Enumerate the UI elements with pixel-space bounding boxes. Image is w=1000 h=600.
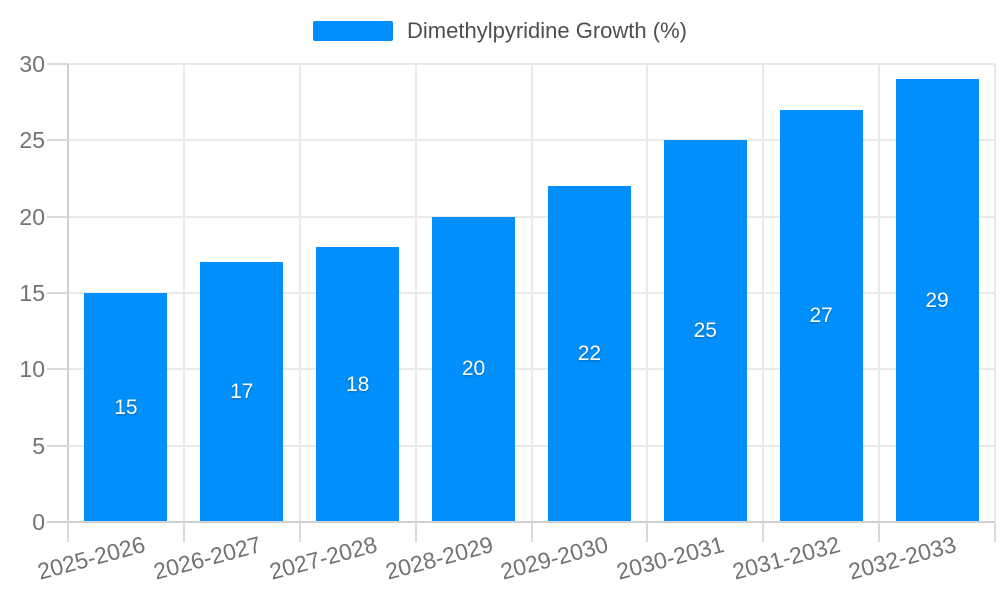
bar[interactable]: 17 <box>200 262 284 522</box>
bar[interactable]: 22 <box>547 186 631 522</box>
bar-value-label: 25 <box>693 319 717 343</box>
y-axis-label: 30 <box>19 51 45 77</box>
bar-value-label: 17 <box>230 380 254 404</box>
bar[interactable]: 20 <box>432 216 516 522</box>
bar[interactable]: 15 <box>84 293 168 522</box>
y-axis-label: 25 <box>19 127 45 154</box>
bar[interactable]: 27 <box>779 109 863 522</box>
x-axis-tick <box>762 522 765 542</box>
y-axis-line <box>67 64 69 542</box>
y-axis-label: 15 <box>19 280 45 306</box>
y-axis-label: 5 <box>32 432 45 459</box>
bar-value-label: 27 <box>809 303 833 327</box>
v-gridline <box>414 64 417 522</box>
plot-area: 15 17 18 20 22 25 27 29 <box>68 63 996 522</box>
bar-value-label: 20 <box>461 357 486 381</box>
bar-value-label: 29 <box>925 288 949 312</box>
x-axis-tick <box>182 522 185 542</box>
legend-label: Dimethylpyridine Growth (%) <box>407 18 687 43</box>
x-axis-tick <box>994 522 996 542</box>
bar-value-label: 15 <box>114 395 138 419</box>
v-gridline <box>994 64 996 522</box>
bar[interactable]: 18 <box>316 247 400 522</box>
v-gridline <box>762 64 765 522</box>
legend-marker-icon <box>313 21 394 41</box>
v-gridline <box>646 64 649 522</box>
x-axis-tick <box>414 522 417 542</box>
bar[interactable]: 25 <box>663 140 747 522</box>
y-axis-label: 20 <box>19 203 45 230</box>
y-axis-label: 0 <box>32 509 45 535</box>
v-gridline <box>530 64 533 522</box>
v-gridline <box>878 64 881 522</box>
bar-value-label: 22 <box>577 342 602 366</box>
bar[interactable]: 29 <box>895 79 979 522</box>
y-axis-tick <box>47 215 68 218</box>
x-axis-line <box>47 521 995 523</box>
y-axis-tick <box>47 63 68 65</box>
bar-value-label: 18 <box>346 372 370 396</box>
x-axis-tick <box>878 522 881 542</box>
v-gridline <box>182 64 185 522</box>
y-axis-tick <box>47 368 68 371</box>
y-axis-label: 10 <box>19 356 45 383</box>
x-axis-tick <box>646 522 649 542</box>
y-axis-tick <box>47 444 68 447</box>
x-axis-tick <box>530 522 533 542</box>
x-axis-tick <box>298 522 301 542</box>
legend-item[interactable]: Dimethylpyridine Growth (%) <box>0 17 1000 45</box>
x-axis-tick <box>67 522 69 542</box>
v-gridline <box>298 64 301 522</box>
y-axis-tick <box>47 292 68 294</box>
y-axis-tick <box>47 139 68 142</box>
